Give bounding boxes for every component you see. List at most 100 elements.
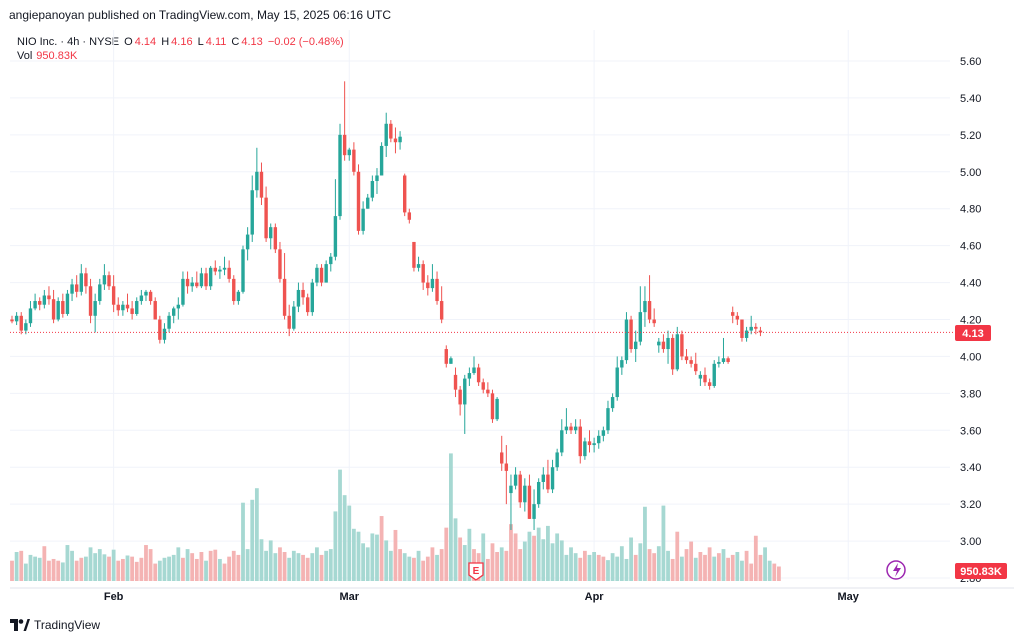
volume-bar <box>749 563 754 581</box>
volume-bar <box>139 557 144 581</box>
volume-bar <box>430 547 435 581</box>
volume-bar <box>338 469 342 581</box>
candle-body <box>199 273 204 287</box>
volume-bar <box>388 550 393 581</box>
candle-body <box>88 286 93 316</box>
tradingview-logo-icon <box>10 619 30 631</box>
volume-bar <box>495 552 499 581</box>
candle-body <box>384 123 388 146</box>
candle-body <box>749 326 753 331</box>
volume-bar <box>606 560 610 581</box>
candle-body <box>694 363 698 372</box>
volume-bar <box>481 533 486 581</box>
candle-body <box>153 301 157 320</box>
earnings-marker-text: E <box>473 566 480 577</box>
volume-bar <box>153 563 158 581</box>
candle-body <box>578 426 582 457</box>
y-tick-label: 4.00 <box>960 351 981 363</box>
volume-bar <box>111 549 116 581</box>
x-tick-label: May <box>838 591 860 603</box>
volume-bar <box>546 525 550 581</box>
volume-bar <box>375 534 379 581</box>
candle-body <box>130 308 134 314</box>
price-axis[interactable]: 2.803.003.203.403.603.804.004.204.404.60… <box>960 56 981 585</box>
candle-body <box>255 171 259 191</box>
candle-body <box>292 306 296 329</box>
candle-body <box>259 171 264 198</box>
candle-body <box>638 312 643 342</box>
volume-bar <box>402 553 407 581</box>
volume-bar <box>33 556 37 581</box>
volume-bar <box>361 543 366 581</box>
candle-body <box>144 291 148 296</box>
candle-body <box>250 190 254 235</box>
last-price-badge: 4.13 <box>955 325 991 341</box>
volume-bar <box>680 556 684 581</box>
candle-body <box>310 282 314 313</box>
volume-bar <box>744 550 749 581</box>
candle-body <box>28 308 33 324</box>
candle-body <box>453 374 458 390</box>
candle-body <box>532 504 536 519</box>
volume-bar <box>84 556 88 581</box>
candle-body <box>610 397 615 409</box>
volume-bar <box>370 533 375 581</box>
candle-body <box>185 278 190 287</box>
volume-bar <box>42 546 47 581</box>
candle-body <box>98 284 102 302</box>
volume-bar <box>656 546 661 581</box>
volume-bar <box>88 547 93 581</box>
candle-body <box>65 293 70 314</box>
candle-body <box>684 356 689 361</box>
candle-body <box>712 363 716 386</box>
candle-body <box>370 181 375 198</box>
volume-bar <box>638 543 643 581</box>
low-label: L <box>197 36 204 48</box>
candle-body <box>647 301 652 320</box>
candle-body <box>361 208 365 231</box>
candle-body <box>70 284 74 294</box>
candle-body <box>208 267 213 287</box>
volume-bar <box>10 560 14 581</box>
lightning-icon[interactable] <box>886 560 906 580</box>
volume-bar <box>379 516 384 581</box>
volume-bar <box>758 554 763 581</box>
candle-body <box>61 301 65 314</box>
volume-bar <box>19 550 24 581</box>
symbol-legend: NIO Inc. · 4h · NYSE O 4.14 H 4.16 L 4.11 C… <box>17 35 346 50</box>
volume-bar <box>167 556 171 581</box>
volume-bar <box>227 556 232 581</box>
time-axis[interactable]: Feb Mar Apr May <box>104 591 860 603</box>
volume-bar <box>134 561 139 581</box>
candle-body <box>634 341 638 350</box>
candle-body <box>721 358 726 362</box>
candle-body <box>486 389 490 394</box>
volume-bar <box>412 557 416 581</box>
open-label: O <box>124 36 133 48</box>
volume-bar <box>296 553 301 581</box>
volume-bar <box>384 540 389 581</box>
last-price-text: 4.13 <box>962 328 983 340</box>
close-value: 4.13 <box>241 36 263 48</box>
y-tick-label: 4.60 <box>960 241 981 253</box>
y-tick-label: 3.40 <box>960 462 981 474</box>
volume-bar <box>619 546 624 581</box>
symbol-name[interactable]: NIO Inc. · 4h · NYSE <box>17 36 120 48</box>
candle-body <box>412 241 416 268</box>
candle-body <box>758 330 763 333</box>
candle-body <box>449 358 453 364</box>
candle-body <box>495 398 499 420</box>
volume-bar <box>250 499 255 581</box>
lightning-icon-bolt <box>893 563 901 577</box>
candle-body <box>439 301 444 320</box>
candle-body <box>14 315 19 322</box>
high-value: 4.16 <box>171 36 193 48</box>
earnings-marker[interactable]: E <box>468 562 484 581</box>
earnings-marker-shape <box>468 562 484 581</box>
candle-body <box>536 481 541 505</box>
candle-body <box>56 301 60 320</box>
volume-bar <box>407 556 412 581</box>
volume-bar <box>536 527 541 581</box>
volume-bar <box>647 549 652 581</box>
